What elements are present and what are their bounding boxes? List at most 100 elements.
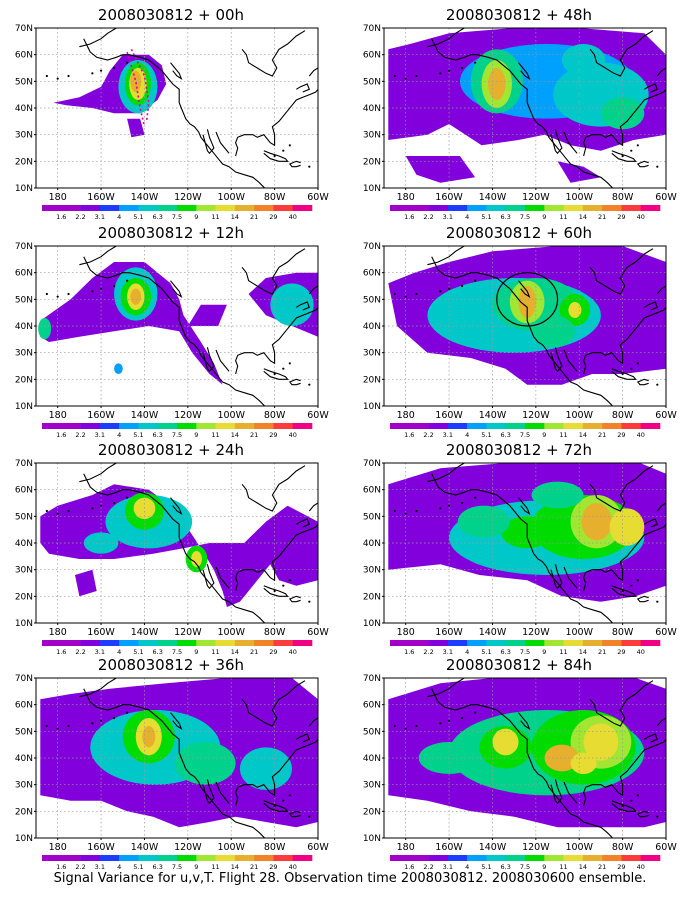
colorbar-swatch [621,205,642,211]
variance-blob [583,723,619,761]
colorbar-label: 40 [637,863,645,871]
coastline [215,131,230,154]
coastline [636,378,649,386]
colorbar-swatch [273,423,294,429]
colorbar-swatch [428,423,449,429]
colorbar-swatch [409,855,429,861]
variance-field [384,28,666,188]
island [67,724,70,728]
island [56,727,59,730]
colorbar-label: 5.1 [133,431,143,439]
colorbar-swatch [505,855,526,861]
coastline [656,502,666,512]
colorbar-label: 21 [250,213,258,221]
lat-label: 60N [363,486,381,496]
island [460,716,464,720]
coastline [79,246,120,266]
island [404,77,407,80]
panel-24h: 2008030812 + 24h 70N 60N 50N 40N 30N 20N 10N 18… [6,441,336,656]
colorbar-swatch [177,423,197,429]
colorbar-label: 5.1 [481,648,491,656]
variance-blob [270,283,314,326]
coastline [550,779,563,805]
coastline [215,781,230,804]
island [439,72,442,75]
variance-region [127,118,145,138]
island [91,507,94,510]
lon-label: 120W [522,192,550,203]
coastline [611,368,637,380]
colorbar-label: 3.1 [95,213,105,221]
colorbar-label: 11 [211,431,219,439]
island [415,724,418,728]
colorbar-label: 29 [269,213,277,221]
colorbar-label: 14 [579,431,587,439]
island [404,295,407,298]
lon-label: 160W [87,627,115,638]
lat-label: 30N [363,566,381,576]
lon-label: 100W [565,627,593,638]
lat-label: 30N [363,131,381,141]
coastline [518,712,531,731]
island [56,512,59,515]
colorbar-label: 7.5 [172,648,182,656]
coastline [644,733,659,743]
island [439,722,442,725]
lon-label: 100W [217,627,245,638]
colorbar-label: 1.6 [404,648,414,656]
island [656,815,659,818]
island [126,496,129,499]
variance-blob [457,505,510,538]
lon-label: 180 [49,410,67,421]
coastline [644,301,659,311]
island [621,372,624,376]
panel-title: 2008030812 + 48h [445,6,593,24]
colorbar-swatch [215,640,236,646]
colorbar-label: 5.1 [133,213,143,221]
colorbar-label: 11 [559,648,567,656]
coastline [296,83,311,93]
island [112,66,116,70]
lat-label: 20N [15,807,33,817]
colorbar-label: 7.5 [520,431,530,439]
island [99,69,103,72]
lon-label: 120W [522,842,550,853]
coastline [563,349,578,372]
lon-label: 140W [131,192,159,203]
island [656,165,659,168]
lon-label: 80W [612,842,634,853]
colorbar-label: 7.5 [520,863,530,871]
colorbar-swatch [99,423,120,429]
colorbar-label: 14 [579,863,587,871]
colorbar-label: 29 [617,213,625,221]
colorbar-swatch [234,205,255,211]
colorbar-label: 1.6 [56,213,66,221]
colorbar-label: 9 [542,431,546,439]
colorbar-swatch [640,640,661,646]
island [460,501,464,505]
island [447,504,451,507]
colorbar-swatch [467,205,487,211]
colorbar-swatch [292,205,313,211]
colorbar-label: 1.6 [56,863,66,871]
island [393,724,396,728]
lon-label: 140W [479,410,507,421]
colorbar-label: 5.1 [133,863,143,871]
colorbar-swatch [640,423,661,429]
island [282,367,285,370]
lat-label: 70N [15,459,33,469]
colorbar-label: 29 [269,648,277,656]
variance-blob [561,44,606,76]
colorbar-swatch [486,423,507,429]
island [474,279,477,282]
island [99,504,103,507]
coastline [589,30,654,77]
island [91,722,94,725]
colorbar-swatch [467,640,487,646]
island [126,279,129,282]
island [288,144,291,147]
coastline [563,781,578,804]
coastline [583,738,666,807]
colorbar-label: 7.5 [520,213,530,221]
colorbar-swatch [486,205,507,211]
